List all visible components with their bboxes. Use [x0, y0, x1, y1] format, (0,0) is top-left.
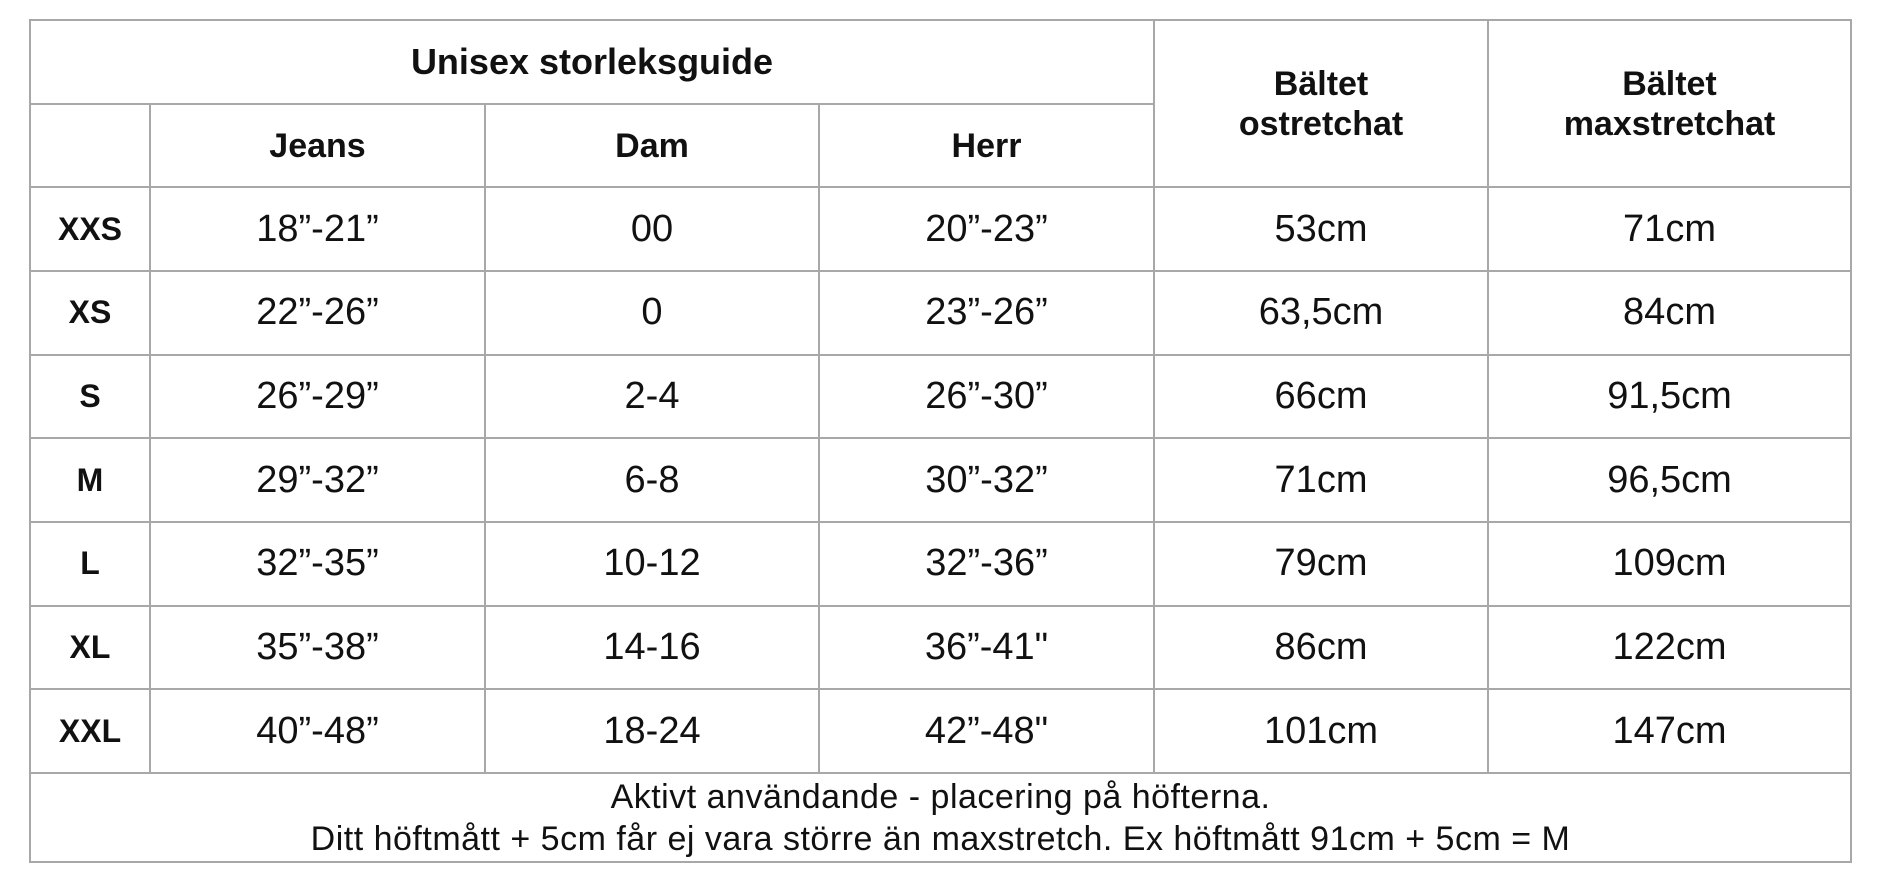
cell-dam: 14-16: [484, 604, 820, 691]
cell-unstretched: 53cm: [1153, 186, 1490, 273]
cell-dam: 18-24: [484, 688, 820, 775]
header-jeans: Jeans: [149, 102, 486, 189]
cell-jeans: 22”-26”: [149, 270, 486, 356]
cell-maxstretched: 122cm: [1487, 604, 1853, 691]
cell-herr: 42”-48": [817, 688, 1156, 775]
cell-herr: 30”-32”: [817, 437, 1156, 524]
cell-maxstretched: 109cm: [1487, 521, 1853, 607]
table-title: Unisex storleksguide: [28, 19, 1156, 105]
cell-size: S: [29, 353, 151, 440]
table-row: M 29”-32” 6-8 30”-32” 71cm 96,5cm: [29, 437, 1853, 524]
table-row: XXL 40”-48” 18-24 42”-48" 101cm 147cm: [29, 688, 1853, 775]
footer-note: Aktivt användande - placering på höftern…: [28, 772, 1853, 863]
cell-unstretched: 101cm: [1153, 688, 1490, 775]
table-row: XL 35”-38” 14-16 36”-41" 86cm 122cm: [29, 604, 1853, 691]
header-size: [29, 102, 151, 189]
table-row: XXS 18”-21” 00 20”-23” 53cm 71cm: [29, 186, 1853, 273]
cell-herr: 32”-36”: [817, 521, 1156, 607]
cell-maxstretched: 71cm: [1487, 186, 1853, 273]
cell-size: XL: [29, 604, 151, 691]
cell-herr: 26”-30”: [817, 353, 1156, 440]
cell-size: XS: [29, 270, 151, 356]
table-row: XS 22”-26” 0 23”-26” 63,5cm 84cm: [29, 270, 1853, 356]
cell-size: XXL: [29, 688, 151, 775]
cell-jeans: 32”-35”: [149, 521, 486, 607]
cell-dam: 6-8: [484, 437, 820, 524]
cell-jeans: 40”-48”: [149, 688, 486, 775]
cell-size: M: [29, 437, 151, 524]
cell-dam: 2-4: [484, 353, 820, 440]
cell-unstretched: 71cm: [1153, 437, 1490, 524]
size-guide-table: Unisex storleksguide Bältet ostretchat Bä…: [28, 18, 1853, 863]
cell-maxstretched: 84cm: [1487, 270, 1853, 356]
cell-unstretched: 63,5cm: [1153, 270, 1490, 356]
cell-maxstretched: 147cm: [1487, 688, 1853, 775]
cell-unstretched: 66cm: [1153, 353, 1490, 440]
cell-maxstretched: 96,5cm: [1487, 437, 1853, 524]
table-row: L 32”-35” 10-12 32”-36” 79cm 109cm: [29, 521, 1853, 607]
cell-jeans: 35”-38”: [149, 604, 486, 691]
header-herr: Herr: [817, 102, 1156, 189]
cell-herr: 20”-23”: [817, 186, 1156, 273]
table-row: S 26”-29” 2-4 26”-30” 66cm 91,5cm: [29, 353, 1853, 440]
cell-herr: 36”-41": [817, 604, 1156, 691]
cell-size: XXS: [29, 186, 151, 273]
cell-herr: 23”-26”: [817, 270, 1156, 356]
cell-unstretched: 79cm: [1153, 521, 1490, 607]
footer-row: Aktivt användande - placering på höftern…: [28, 772, 1853, 863]
cell-dam: 0: [484, 270, 820, 356]
header-maxstretched: Bältet maxstretchat: [1487, 18, 1853, 189]
cell-unstretched: 86cm: [1153, 604, 1490, 691]
header-dam: Dam: [484, 102, 820, 189]
cell-jeans: 26”-29”: [149, 353, 486, 440]
cell-dam: 10-12: [484, 521, 820, 607]
cell-maxstretched: 91,5cm: [1487, 353, 1853, 440]
cell-jeans: 18”-21”: [149, 186, 486, 273]
cell-size: L: [29, 521, 151, 607]
cell-jeans: 29”-32”: [149, 437, 486, 524]
header-unstretched: Bältet ostretchat: [1153, 18, 1490, 189]
cell-dam: 00: [484, 186, 820, 273]
